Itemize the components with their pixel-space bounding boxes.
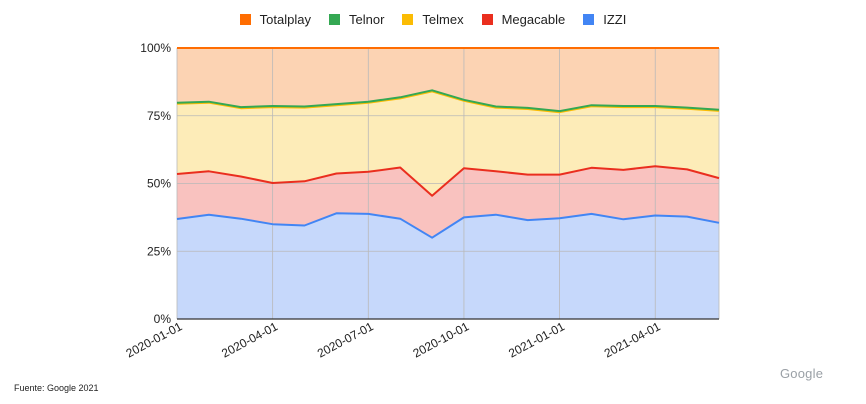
line-telnor: [176, 89, 720, 113]
legend-label: Megacable: [501, 12, 566, 27]
area-telmex: [177, 91, 719, 196]
x-tick-label: 2020-04-01: [219, 319, 280, 360]
source-note: Fuente: Google 2021: [14, 383, 99, 393]
legend-item-izzi: IZZI: [583, 12, 626, 27]
y-tick-label: 75%: [147, 109, 171, 123]
legend-label: Totalplay: [259, 12, 311, 27]
legend-item-megacable: Megacable: [481, 12, 566, 27]
legend-swatch: [239, 14, 251, 25]
legend-swatch: [481, 14, 493, 25]
legend-label: IZZI: [603, 12, 627, 27]
x-tick-label: 2021-01-01: [506, 319, 567, 360]
x-tick-labels: 2020-01-01 2020-04-01 2020-07-01 2020-10-01…: [124, 319, 663, 360]
area-fills: [177, 48, 719, 319]
legend-item-telmex: Telmex: [402, 12, 464, 27]
line-telmex: [176, 90, 720, 114]
chart-legend: Totalplay Telnor Telmex Megacable IZZI: [0, 12, 866, 27]
legend-item-telnor: Telnor: [328, 12, 385, 27]
y-tick-label: 25%: [147, 244, 171, 258]
legend-swatch: [328, 14, 340, 25]
x-tick-label: 2021-04-01: [602, 319, 663, 360]
area-totalplay: [177, 48, 719, 112]
legend-swatch: [583, 14, 595, 25]
google-logo: Google: [780, 366, 824, 381]
x-tick-label: 2020-07-01: [315, 319, 376, 360]
series-lines: [176, 47, 720, 320]
y-tick-label: 100%: [140, 41, 171, 55]
area-megacable: [177, 166, 719, 238]
x-tick-label: 2020-10-01: [411, 319, 472, 360]
y-tick-label: 0%: [154, 312, 172, 326]
y-tick-labels: 0% 25% 50% 75% 100%: [140, 41, 171, 326]
area-izzi: [177, 213, 719, 319]
legend-swatch: [402, 14, 414, 25]
line-izzi: [176, 212, 720, 239]
legend-label: Telnor: [348, 12, 385, 27]
line-megacable: [176, 165, 720, 197]
legend-item-totalplay: Totalplay: [239, 12, 311, 27]
legend-label: Telmex: [422, 12, 464, 27]
y-tick-label: 50%: [147, 177, 171, 191]
